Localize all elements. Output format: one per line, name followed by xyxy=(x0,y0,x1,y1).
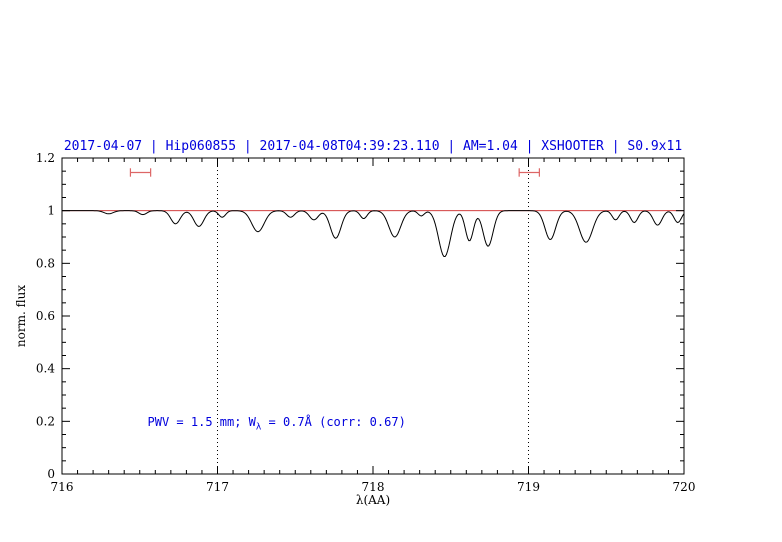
y-tick-label: 0.4 xyxy=(36,362,55,376)
y-tick-label: 0.6 xyxy=(36,309,55,323)
y-tick-label: 1.2 xyxy=(36,151,55,165)
x-tick-label: 719 xyxy=(517,480,540,494)
y-tick-label: 0.2 xyxy=(36,414,55,428)
annotation-lambda-subscript: λ xyxy=(255,422,262,433)
x-tick-label: 720 xyxy=(673,480,696,494)
annotation-suffix: = 0.7Å (corr: 0.67) xyxy=(261,414,406,429)
x-tick-label: 718 xyxy=(362,480,385,494)
plot-title: 2017-04-07 | Hip060855 | 2017-04-08T04:3… xyxy=(63,139,683,154)
y-tick-label: 0.8 xyxy=(36,256,55,270)
annotation-prefix: PWV = 1.5 mm; W xyxy=(147,414,256,429)
y-tick-label: 0 xyxy=(47,467,55,481)
x-tick-label: 717 xyxy=(206,480,229,494)
x-axis-label: λ(AA) xyxy=(355,493,391,507)
x-tick-label: 716 xyxy=(51,480,74,494)
y-tick-label: 1 xyxy=(47,204,55,218)
pwv-annotation: PWV = 1.5 mm; Wλ = 0.7Å (corr: 0.67) xyxy=(148,415,406,432)
spectrum-line xyxy=(62,210,685,257)
